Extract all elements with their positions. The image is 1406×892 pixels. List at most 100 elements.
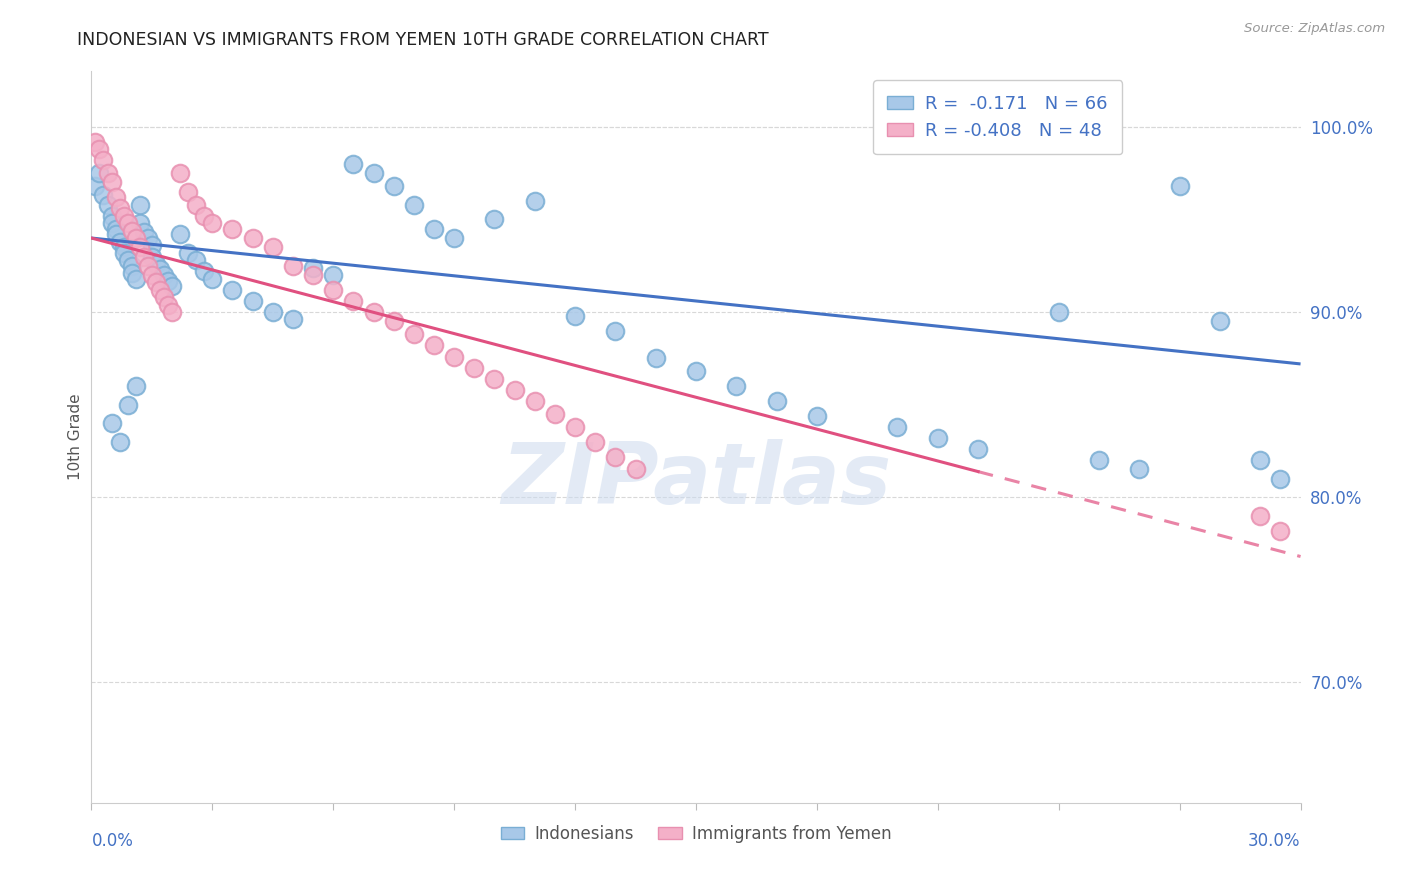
Point (100, 216, 122, 230)
Point (463, 360, 485, 375)
Point (136, 259, 159, 273)
Point (177, 245, 200, 260)
Point (112, 209, 135, 223)
Point (806, 409, 828, 423)
Point (104, 190, 127, 204)
Point (363, 305, 385, 319)
Point (96, 197, 118, 211)
Text: Source: ZipAtlas.com: Source: ZipAtlas.com (1244, 22, 1385, 36)
Point (100, 209, 122, 223)
Point (402, 327, 425, 342)
Text: ZIPatlas: ZIPatlas (501, 440, 891, 523)
Point (1088, 453, 1111, 467)
Point (156, 274, 179, 288)
Point (193, 264, 215, 278)
Point (544, 407, 567, 421)
Point (322, 283, 344, 297)
Point (605, 450, 627, 464)
Point (169, 227, 191, 242)
Point (685, 364, 707, 378)
Point (503, 383, 526, 397)
Point (132, 226, 155, 240)
Point (1168, 179, 1191, 194)
Point (1270, 472, 1292, 486)
Point (221, 283, 243, 297)
Point (201, 272, 224, 286)
Point (141, 268, 163, 282)
Point (112, 240, 135, 254)
Y-axis label: 10th Grade: 10th Grade (67, 393, 83, 481)
Point (484, 212, 506, 227)
Point (100, 416, 122, 430)
Point (89, 166, 111, 180)
Point (132, 250, 155, 264)
Point (169, 166, 191, 180)
Point (96, 166, 118, 180)
Point (322, 268, 344, 282)
Point (145, 276, 167, 290)
Point (125, 272, 148, 286)
Point (342, 157, 364, 171)
Point (117, 398, 139, 412)
Point (128, 197, 150, 211)
Point (160, 305, 183, 319)
Point (149, 283, 172, 297)
Point (583, 434, 606, 449)
Point (302, 260, 325, 275)
Point (186, 253, 208, 268)
Point (967, 442, 990, 456)
Point (423, 338, 446, 352)
Point (523, 194, 546, 208)
Point (125, 379, 148, 393)
Point (93, 153, 115, 168)
Point (242, 231, 264, 245)
Point (108, 434, 131, 449)
Point (104, 227, 127, 242)
Point (443, 231, 465, 245)
Point (84, 135, 107, 149)
Point (1047, 305, 1070, 319)
Point (112, 245, 135, 260)
Point (302, 268, 325, 282)
Point (262, 240, 284, 254)
Point (484, 372, 506, 386)
Point (1249, 453, 1271, 467)
Point (765, 394, 787, 409)
Point (342, 293, 364, 308)
Point (564, 309, 586, 323)
Point (886, 420, 908, 434)
Point (221, 221, 243, 235)
Point (423, 221, 446, 235)
Point (242, 293, 264, 308)
Point (156, 298, 179, 312)
Text: 0.0%: 0.0% (91, 832, 134, 850)
Point (1209, 314, 1232, 328)
Point (281, 259, 304, 273)
Point (382, 314, 405, 328)
Point (160, 279, 183, 293)
Point (84, 179, 107, 194)
Point (100, 176, 122, 190)
Point (523, 394, 546, 409)
Point (121, 224, 143, 238)
Point (141, 250, 163, 264)
Point (363, 166, 385, 180)
Point (136, 231, 159, 245)
Point (108, 202, 131, 216)
Point (108, 235, 131, 249)
Legend: Indonesians, Immigrants from Yemen: Indonesians, Immigrants from Yemen (494, 818, 898, 849)
Point (128, 216, 150, 230)
Point (121, 259, 143, 273)
Point (1128, 462, 1150, 476)
Point (402, 197, 425, 211)
Text: 30.0%: 30.0% (1249, 832, 1301, 850)
Point (117, 216, 139, 230)
Point (193, 209, 215, 223)
Point (177, 185, 200, 199)
Point (564, 420, 586, 434)
Point (128, 240, 150, 254)
Point (145, 257, 167, 271)
Point (121, 266, 143, 280)
Point (153, 268, 176, 282)
Point (141, 238, 163, 252)
